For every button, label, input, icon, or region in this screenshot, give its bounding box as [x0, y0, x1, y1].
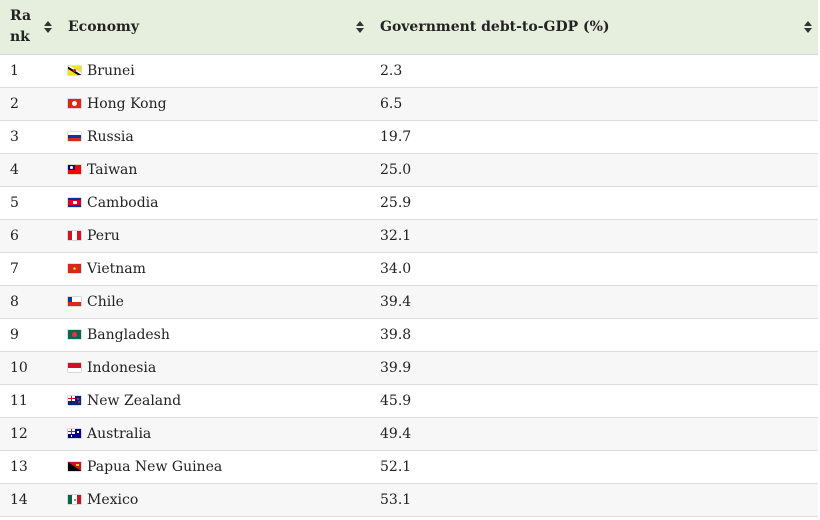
flag-hong-kong-icon: [68, 99, 81, 108]
economy-header-label: Economy: [68, 18, 139, 35]
economy-cell: Taiwan: [58, 153, 370, 186]
debt-header-label: Government debt-to-GDP (%): [380, 18, 610, 35]
rank-cell: 12: [10, 425, 28, 442]
flag-papua-new-guinea-icon: [68, 462, 81, 471]
economy-name: Cambodia: [87, 194, 159, 211]
flag-bangladesh-icon: [68, 330, 81, 339]
debt-cell: 45.9: [380, 392, 412, 409]
sort-icon[interactable]: [804, 20, 812, 33]
table-row: 9 Bangladesh 39.8: [0, 318, 818, 351]
economy-cell: Indonesia: [58, 351, 370, 384]
rank-cell: 4: [10, 161, 19, 178]
economy-name: Hong Kong: [87, 95, 167, 112]
rank-cell: 2: [10, 95, 19, 112]
rank-cell: 6: [10, 227, 19, 244]
flag-mexico-icon: [68, 495, 81, 504]
rank-cell: 9: [10, 326, 19, 343]
economy-name: Australia: [87, 425, 152, 442]
table-row: 3 Russia 19.7: [0, 120, 818, 153]
debt-cell: 25.9: [380, 194, 412, 211]
debt-cell: 32.1: [380, 227, 412, 244]
economy-cell: Peru: [58, 219, 370, 252]
flag-cambodia-icon: [68, 198, 81, 207]
flag-russia-icon: [68, 132, 81, 141]
economy-name: New Zealand: [87, 392, 182, 409]
economy-cell: Australia: [58, 417, 370, 450]
flag-chile-icon: [68, 297, 81, 306]
economy-name: Russia: [87, 128, 134, 145]
debt-column-header[interactable]: Government debt-to-GDP (%): [370, 0, 818, 55]
rank-cell: 10: [10, 359, 28, 376]
economy-cell: Papua New Guinea: [58, 450, 370, 483]
debt-cell: 2.3: [380, 62, 403, 79]
table-row: 5 Cambodia 25.9: [0, 186, 818, 219]
rank-cell: 8: [10, 293, 19, 310]
economy-cell: Chile: [58, 285, 370, 318]
table-row: 4 Taiwan 25.0: [0, 153, 818, 186]
economy-name: Indonesia: [87, 359, 157, 376]
table-row: 13 Papua New Guinea 52.1: [0, 450, 818, 483]
flag-australia-icon: [68, 429, 81, 438]
economy-cell: New Zealand: [58, 384, 370, 417]
table-row: 7 Vietnam 34.0: [0, 252, 818, 285]
flag-indonesia-icon: [68, 363, 81, 372]
economy-column-header[interactable]: Economy: [58, 0, 370, 55]
flag-brunei-icon: [68, 66, 81, 75]
economy-cell: Vietnam: [58, 252, 370, 285]
economy-name: Brunei: [87, 62, 135, 79]
sort-icon[interactable]: [44, 20, 52, 33]
table-row: 14 Mexico 53.1: [0, 483, 818, 516]
debt-cell: 53.1: [380, 491, 412, 508]
sort-icon[interactable]: [356, 20, 364, 33]
economy-cell: Bangladesh: [58, 318, 370, 351]
table-row: 8 Chile 39.4: [0, 285, 818, 318]
economy-name: Mexico: [87, 491, 139, 508]
economy-cell: Brunei: [58, 54, 370, 87]
flag-vietnam-icon: [68, 264, 81, 273]
table-row: 10 Indonesia 39.9: [0, 351, 818, 384]
rank-cell: 7: [10, 260, 19, 277]
debt-cell: 39.8: [380, 326, 412, 343]
economy-name: Peru: [87, 227, 120, 244]
rank-header-label: Rank: [10, 7, 32, 45]
rank-cell: 3: [10, 128, 19, 145]
rank-column-header[interactable]: Rank: [0, 0, 58, 55]
rank-cell: 11: [10, 392, 28, 409]
economy-cell: Hong Kong: [58, 87, 370, 120]
table-row: 12 Australia 49.4: [0, 417, 818, 450]
rank-cell: 5: [10, 194, 19, 211]
rank-cell: 13: [10, 458, 28, 475]
flag-taiwan-icon: [68, 165, 81, 174]
economy-cell: Mexico: [58, 483, 370, 516]
table-row: 1 Brunei 2.3: [0, 54, 818, 87]
debt-cell: 52.1: [380, 458, 412, 475]
debt-cell: 34.0: [380, 260, 412, 277]
economy-name: Taiwan: [87, 161, 138, 178]
economy-name: Chile: [87, 293, 124, 310]
debt-cell: 6.5: [380, 95, 403, 112]
economy-cell: Cambodia: [58, 186, 370, 219]
debt-cell: 39.9: [380, 359, 412, 376]
table-row: 6 Peru 32.1: [0, 219, 818, 252]
flag-peru-icon: [68, 231, 81, 240]
rank-cell: 14: [10, 491, 28, 508]
debt-cell: 39.4: [380, 293, 412, 310]
table-row: 11 New Zealand 45.9: [0, 384, 818, 417]
debt-cell: 25.0: [380, 161, 412, 178]
flag-new-zealand-icon: [68, 396, 81, 405]
table-header-row: Rank Economy Government debt-to-GDP (%): [0, 0, 818, 55]
economy-name: Papua New Guinea: [87, 458, 223, 475]
economy-name: Bangladesh: [87, 326, 170, 343]
table-row: 2 Hong Kong 6.5: [0, 87, 818, 120]
economy-cell: Russia: [58, 120, 370, 153]
debt-cell: 19.7: [380, 128, 412, 145]
rank-cell: 1: [10, 62, 19, 79]
debt-cell: 49.4: [380, 425, 412, 442]
economy-name: Vietnam: [87, 260, 146, 277]
